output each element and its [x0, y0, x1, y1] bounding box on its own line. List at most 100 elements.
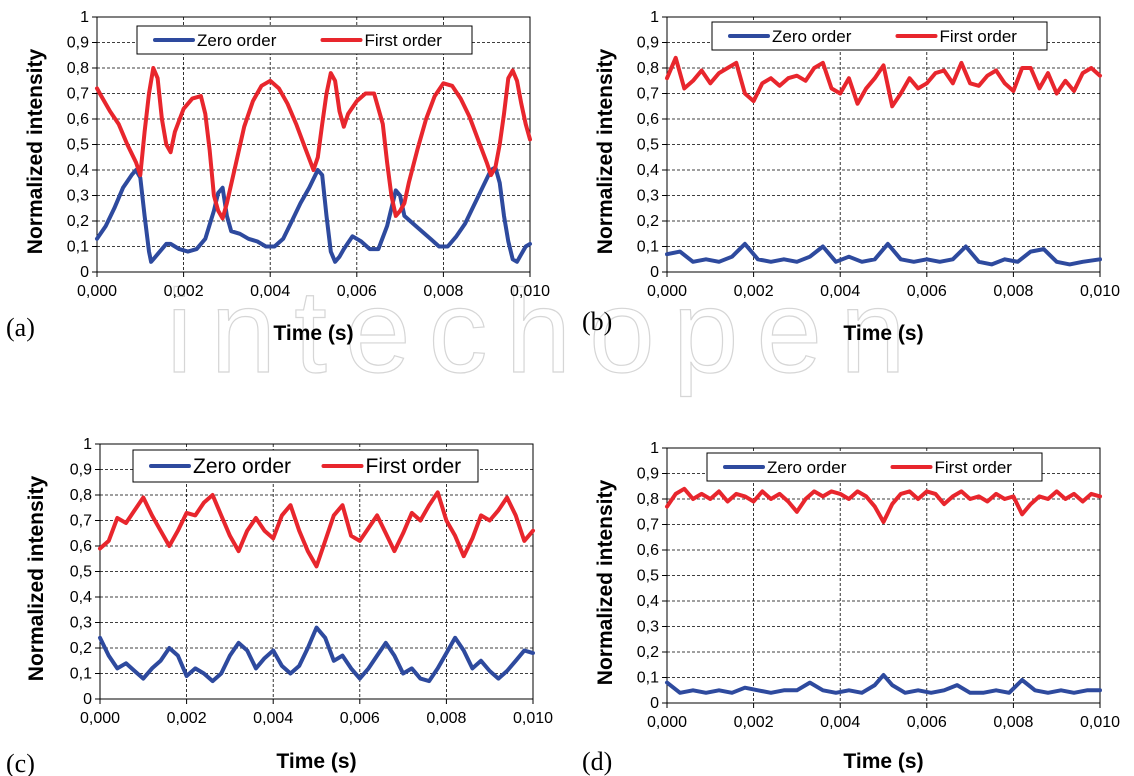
y-tick-label: 0,1 — [67, 239, 89, 256]
y-tick-label: 1 — [80, 9, 89, 26]
x-axis-title: Time (s) — [273, 322, 353, 345]
y-axis-title: Normalized intensity — [594, 48, 617, 254]
y-tick-label: 0,1 — [70, 666, 92, 683]
chart-panel-b: 0 0,1 0,2 0,3 0,4 0,5 0,6 0,7 0,8 0,9 1 0,000 0,002 0… — [582, 9, 1120, 345]
plot-area-frame — [99, 443, 534, 700]
y-tick-label: 1 — [650, 440, 659, 457]
legend-label: Zero order — [772, 27, 852, 46]
legend-label: First order — [365, 31, 443, 50]
y-tick-label: 0,7 — [637, 517, 659, 534]
panel-label: (d) — [582, 747, 612, 776]
y-tick-label: 0,6 — [637, 542, 659, 559]
legend: Zero order First order — [132, 449, 479, 483]
x-tick-label: 0,004 — [820, 714, 860, 731]
y-axis-title: Normalized intensity — [25, 475, 48, 681]
y-tick-label: 0,5 — [637, 137, 659, 154]
y-tick-label: 0,3 — [70, 615, 92, 632]
y-tick-label: 0,8 — [70, 487, 92, 504]
series-line-first-order — [98, 490, 535, 569]
x-tick-label: 0,010 — [1080, 714, 1120, 731]
y-tick-label: 0,4 — [637, 162, 659, 179]
watermark: intechopen — [166, 266, 923, 398]
x-tick-label: 0,010 — [1080, 283, 1120, 300]
y-tick-label: 0,2 — [637, 644, 659, 661]
y-tick-label: 0,4 — [70, 589, 92, 606]
y-tick-label: 0,2 — [70, 640, 92, 657]
x-tick-label: 0,006 — [907, 283, 947, 300]
legend-label: Zero order — [193, 455, 291, 478]
series-line-zero-order — [98, 625, 535, 684]
x-tick-label: 0,002 — [164, 283, 204, 300]
x-tick-label: 0,000 — [647, 714, 687, 731]
y-tick-label: 0 — [650, 264, 659, 281]
x-tick-label: 0,008 — [993, 283, 1033, 300]
plot-area-frame — [96, 16, 531, 273]
x-axis-title: Time (s) — [276, 750, 356, 773]
series-line-zero-order — [95, 165, 532, 264]
x-tick-label: 0,006 — [907, 714, 947, 731]
legend-label: Zero order — [197, 31, 277, 50]
y-tick-label: 0,4 — [637, 593, 659, 610]
series-line-first-order — [665, 55, 1102, 109]
panel-label: (b) — [582, 307, 612, 336]
y-tick-label: 0,7 — [70, 513, 92, 530]
panel-label: (c) — [6, 749, 35, 776]
y-tick-label: 0,6 — [67, 111, 89, 128]
legend: Zero order First order — [706, 452, 1043, 482]
chart-panel-a: 0 0,1 0,2 0,3 0,4 0,5 0,6 0,7 0,8 0,9 1 0,000 0,002 0… — [6, 9, 550, 345]
y-tick-label: 0,9 — [70, 462, 92, 479]
plot-area-frame — [666, 16, 1101, 273]
chart-panel-d: 0 0,1 0,2 0,3 0,4 0,5 0,6 0,7 0,8 0,9 1 0,000 0,002 0… — [582, 440, 1120, 776]
y-tick-label: 0,9 — [637, 35, 659, 52]
chart-panel-c: 0 0,1 0,2 0,3 0,4 0,5 0,6 0,7 0,8 0,9 1 0,000 0,002 0… — [6, 436, 553, 776]
legend: Zero order First order — [711, 21, 1048, 51]
y-tick-label: 0 — [83, 691, 92, 708]
y-tick-label: 0,3 — [637, 188, 659, 205]
y-tick-label: 0,2 — [637, 213, 659, 230]
y-axis-title: Normalized intensity — [24, 48, 47, 254]
y-tick-label: 0,9 — [637, 466, 659, 483]
x-axis-title: Time (s) — [843, 750, 923, 773]
y-tick-label: 0,5 — [67, 137, 89, 154]
y-axis-title: Normalized intensity — [594, 479, 617, 685]
y-tick-label: 0,8 — [637, 491, 659, 508]
y-tick-label: 1 — [650, 9, 659, 26]
x-tick-label: 0,008 — [423, 283, 463, 300]
y-tick-label: 0,5 — [70, 564, 92, 581]
legend-label: First order — [940, 27, 1018, 46]
x-tick-label: 0,008 — [426, 710, 466, 727]
x-tick-label: 0,010 — [510, 283, 550, 300]
y-tick-label: 0,3 — [637, 619, 659, 636]
y-tick-label: 0,3 — [67, 188, 89, 205]
y-tick-label: 0,6 — [637, 111, 659, 128]
y-tick-label: 0 — [650, 695, 659, 712]
y-tick-label: 0,1 — [637, 670, 659, 687]
series-line-first-order — [95, 66, 532, 221]
plot-area-frame — [666, 447, 1101, 704]
y-tick-label: 0,1 — [637, 239, 659, 256]
x-tick-label: 0,004 — [253, 710, 293, 727]
y-tick-label: 0 — [80, 264, 89, 281]
y-tick-label: 1 — [83, 436, 92, 453]
y-tick-label: 0,8 — [67, 60, 89, 77]
series-line-zero-order — [665, 673, 1102, 695]
series-line-zero-order — [665, 241, 1102, 267]
x-tick-label: 0,006 — [337, 283, 377, 300]
x-tick-label: 0,004 — [250, 283, 290, 300]
x-tick-label: 0,008 — [993, 714, 1033, 731]
legend-label: Zero order — [767, 458, 847, 477]
y-tick-label: 0,5 — [637, 568, 659, 585]
x-tick-label: 0,002 — [734, 283, 774, 300]
series-line-first-order — [665, 486, 1102, 524]
y-tick-label: 0,8 — [637, 60, 659, 77]
x-tick-label: 0,000 — [647, 283, 687, 300]
legend-label: First order — [935, 458, 1013, 477]
y-tick-label: 0,7 — [637, 86, 659, 103]
y-tick-label: 0,7 — [67, 86, 89, 103]
x-tick-label: 0,004 — [820, 283, 860, 300]
x-tick-label: 0,002 — [734, 714, 774, 731]
x-tick-label: 0,006 — [340, 710, 380, 727]
y-tick-label: 0,2 — [67, 213, 89, 230]
y-tick-label: 0,6 — [70, 538, 92, 555]
